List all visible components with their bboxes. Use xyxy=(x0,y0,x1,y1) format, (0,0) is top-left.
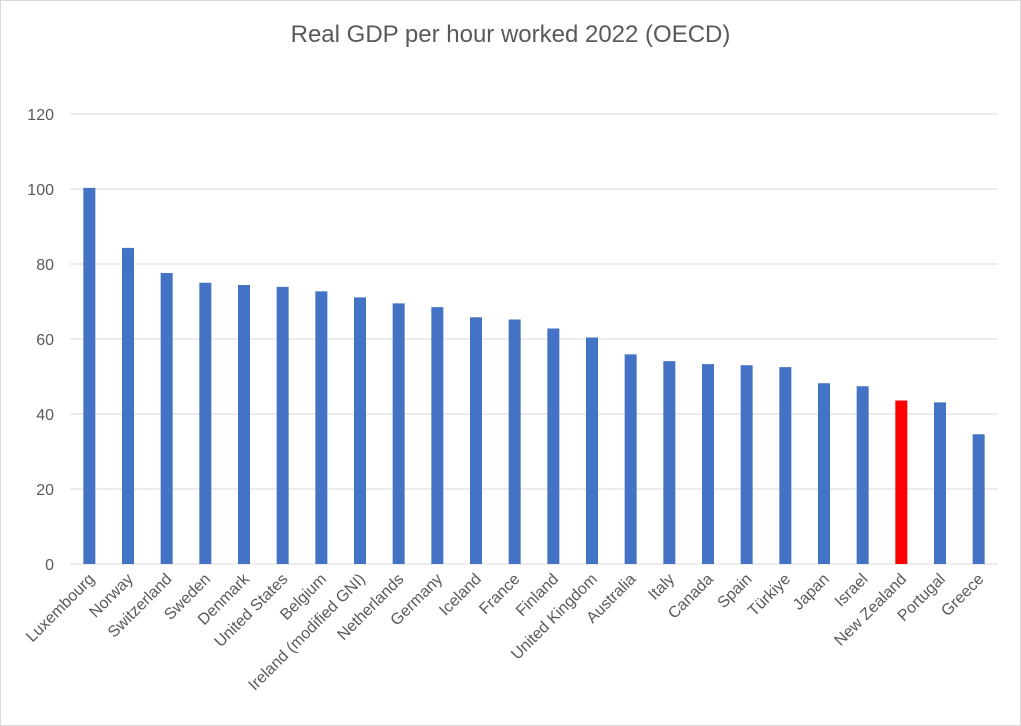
x-axis-tick-labels: LuxembourgNorwaySwitzerlandSwedenDenmark… xyxy=(23,570,987,694)
bar xyxy=(856,386,869,564)
y-tick-label: 40 xyxy=(36,407,54,424)
bar xyxy=(779,367,792,564)
gridlines xyxy=(70,113,998,565)
y-tick-label: 60 xyxy=(36,332,54,349)
bar xyxy=(508,319,521,564)
x-tick-label: Italy xyxy=(645,571,678,604)
bar xyxy=(663,361,676,564)
bar xyxy=(934,402,946,564)
bar xyxy=(276,286,289,564)
bar xyxy=(83,187,96,564)
bar xyxy=(470,317,482,564)
bar xyxy=(702,364,714,564)
bar xyxy=(624,354,637,564)
bars xyxy=(83,187,985,564)
bar xyxy=(392,303,405,564)
x-tick-label: Iceland xyxy=(436,571,485,620)
bar xyxy=(972,434,985,564)
bar xyxy=(740,365,753,564)
x-tick-label: Türkiye xyxy=(745,571,794,620)
bar xyxy=(315,291,328,564)
bar xyxy=(431,307,444,564)
bar xyxy=(818,383,830,564)
bar xyxy=(160,273,173,564)
x-tick-label: Japan xyxy=(790,571,833,614)
bar xyxy=(547,328,560,564)
y-tick-label: 80 xyxy=(36,257,54,274)
x-tick-label: Greece xyxy=(938,571,987,620)
bar xyxy=(238,285,250,564)
bar xyxy=(122,247,134,564)
bar xyxy=(895,400,908,564)
y-tick-label: 20 xyxy=(36,482,54,499)
bar xyxy=(199,282,212,564)
y-tick-label: 120 xyxy=(27,107,54,124)
y-tick-label: 100 xyxy=(27,182,54,199)
chart-title: Real GDP per hour worked 2022 (OECD) xyxy=(290,21,731,48)
bar xyxy=(354,297,366,564)
bar xyxy=(586,337,598,564)
y-tick-label: 0 xyxy=(45,557,54,574)
y-axis-tick-labels: 0 20 40 60 80 100 120 xyxy=(27,107,54,574)
